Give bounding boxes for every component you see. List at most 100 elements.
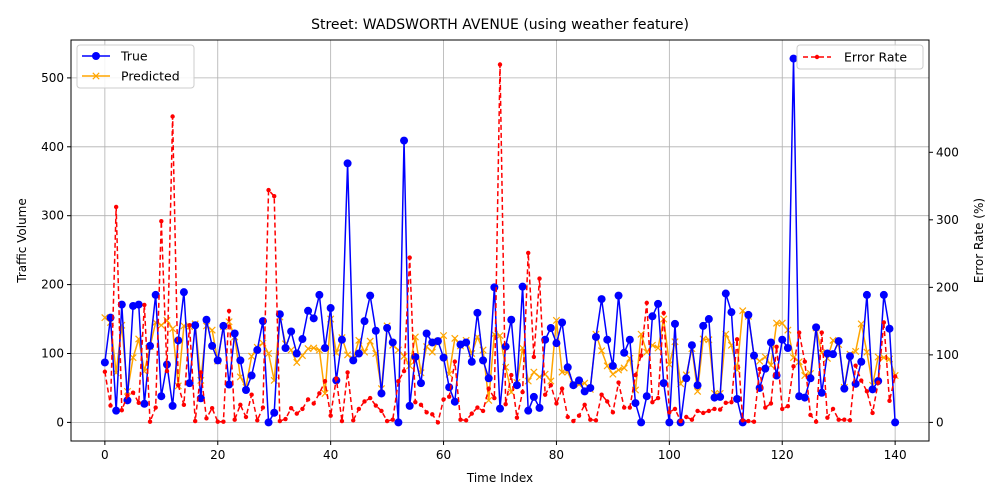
error-point <box>554 401 559 406</box>
x-tick-label: 40 <box>323 448 338 462</box>
error-point <box>255 418 260 423</box>
error-point <box>706 408 712 414</box>
true-point <box>800 393 809 402</box>
error-point <box>588 417 593 422</box>
y-right-tick-label: 0 <box>936 415 944 429</box>
true-point <box>789 54 798 63</box>
true-point <box>445 383 454 392</box>
error-point <box>808 412 813 418</box>
error-point <box>678 418 683 424</box>
plot-frame <box>70 39 930 442</box>
error-point <box>430 412 435 417</box>
predicted-point <box>772 319 781 327</box>
true-point <box>349 356 358 365</box>
legend-predicted-marker <box>92 72 100 80</box>
predicted-point <box>756 357 764 365</box>
legend-predicted-label: Predicted <box>121 69 180 84</box>
error-point <box>621 405 627 410</box>
y-tick-label: 0 <box>56 415 64 429</box>
error-point <box>300 406 305 412</box>
predicted-point <box>654 344 662 352</box>
error-point <box>836 417 841 422</box>
error-point <box>689 417 695 422</box>
error-point <box>768 401 774 406</box>
error-point <box>672 406 678 412</box>
error-point <box>277 418 283 424</box>
error-point <box>475 405 480 410</box>
error-point <box>458 417 463 422</box>
x-tick-label: 100 <box>658 448 681 462</box>
error-point <box>232 417 237 422</box>
true-point <box>146 341 155 350</box>
error-point <box>396 379 401 384</box>
error-point <box>661 310 666 316</box>
true-point <box>473 308 482 317</box>
predicted-point <box>208 326 216 334</box>
y-right-tick-label: 200 <box>936 280 959 294</box>
error-point <box>142 302 147 308</box>
true-point <box>812 323 821 332</box>
true-point <box>416 379 425 388</box>
true-point <box>112 406 121 415</box>
true-point <box>496 404 504 413</box>
y-tick-label: 200 <box>41 278 64 292</box>
y-axis-label-right: Error Rate (%) <box>972 198 986 283</box>
y-right-tick-label: 100 <box>936 348 959 362</box>
true-point <box>439 353 448 362</box>
true-point <box>687 341 696 350</box>
error-point <box>684 414 689 420</box>
error-point <box>164 368 170 374</box>
true-point <box>134 300 143 309</box>
error-point <box>226 308 232 314</box>
error-point <box>531 354 537 360</box>
legend-right-box <box>796 44 924 70</box>
y-axis-label: Traffic Volume <box>15 198 29 284</box>
legend-left: True Predicted <box>76 44 195 89</box>
error-point <box>892 374 898 379</box>
true-point <box>377 389 386 398</box>
error-point <box>401 368 407 374</box>
true-point <box>174 336 183 345</box>
error-point <box>887 398 892 403</box>
error-point <box>650 399 655 405</box>
error-point <box>503 401 508 407</box>
true-point <box>179 288 188 297</box>
error-point <box>746 418 751 424</box>
error-point <box>667 410 672 415</box>
true-point <box>236 356 245 365</box>
x-tick-label: 20 <box>210 448 225 462</box>
true-point <box>603 335 612 344</box>
true-point <box>264 418 273 427</box>
true-point <box>462 338 471 347</box>
error-point <box>469 411 474 416</box>
true-point <box>659 379 668 388</box>
predicted-point <box>428 348 436 356</box>
true-point <box>309 314 318 323</box>
error-point <box>418 402 424 408</box>
error-point <box>407 255 412 260</box>
error-point <box>102 369 108 374</box>
error-point <box>576 413 582 418</box>
predicted-point <box>310 344 318 352</box>
true-point <box>682 374 691 383</box>
true-point <box>806 374 815 383</box>
error-point <box>813 419 819 424</box>
true-point <box>744 310 753 319</box>
predicted-point <box>248 352 256 360</box>
error-point <box>695 408 700 414</box>
error-point <box>108 403 113 408</box>
error-point <box>847 418 853 423</box>
error-point <box>379 408 384 414</box>
error-point <box>192 418 198 424</box>
error-point <box>853 363 858 368</box>
error-point <box>260 405 266 410</box>
error-point <box>830 406 836 412</box>
error-point <box>322 379 328 384</box>
true-point <box>168 401 177 410</box>
predicted-point <box>264 349 273 358</box>
true-point <box>654 299 663 308</box>
error-point <box>785 403 791 409</box>
true-point <box>721 289 730 298</box>
error-point <box>864 389 870 394</box>
error-point <box>243 414 249 420</box>
